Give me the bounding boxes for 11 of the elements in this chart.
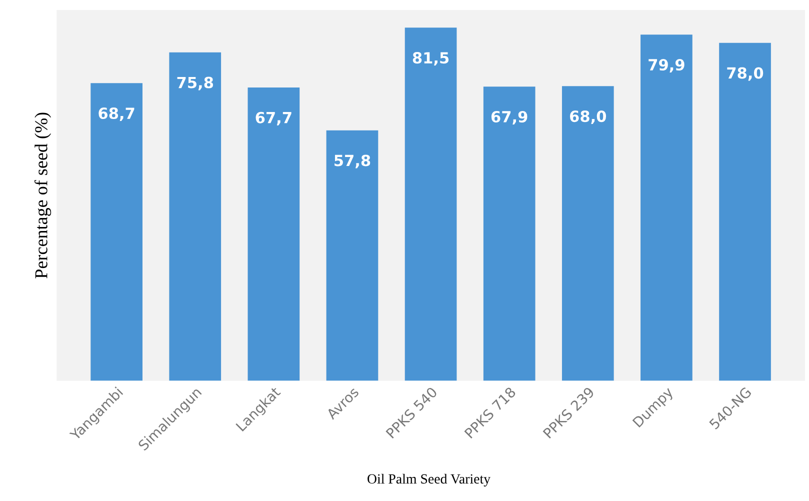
data-label: 57,8 bbox=[334, 154, 370, 168]
data-label: 68,7 bbox=[98, 108, 134, 122]
data-label: 68,0 bbox=[570, 110, 606, 124]
data-label: 67,9 bbox=[491, 110, 528, 124]
x-axis-title: Oil Palm Seed Variety bbox=[368, 474, 490, 486]
data-label: 75,8 bbox=[177, 76, 214, 90]
data-label: 67,7 bbox=[256, 112, 292, 126]
data-label: 79,9 bbox=[648, 58, 684, 72]
data-label: 81,5 bbox=[412, 52, 449, 66]
y-axis-title: Percentage of seed (%) bbox=[34, 112, 52, 278]
data-label: 78,0 bbox=[727, 67, 764, 81]
